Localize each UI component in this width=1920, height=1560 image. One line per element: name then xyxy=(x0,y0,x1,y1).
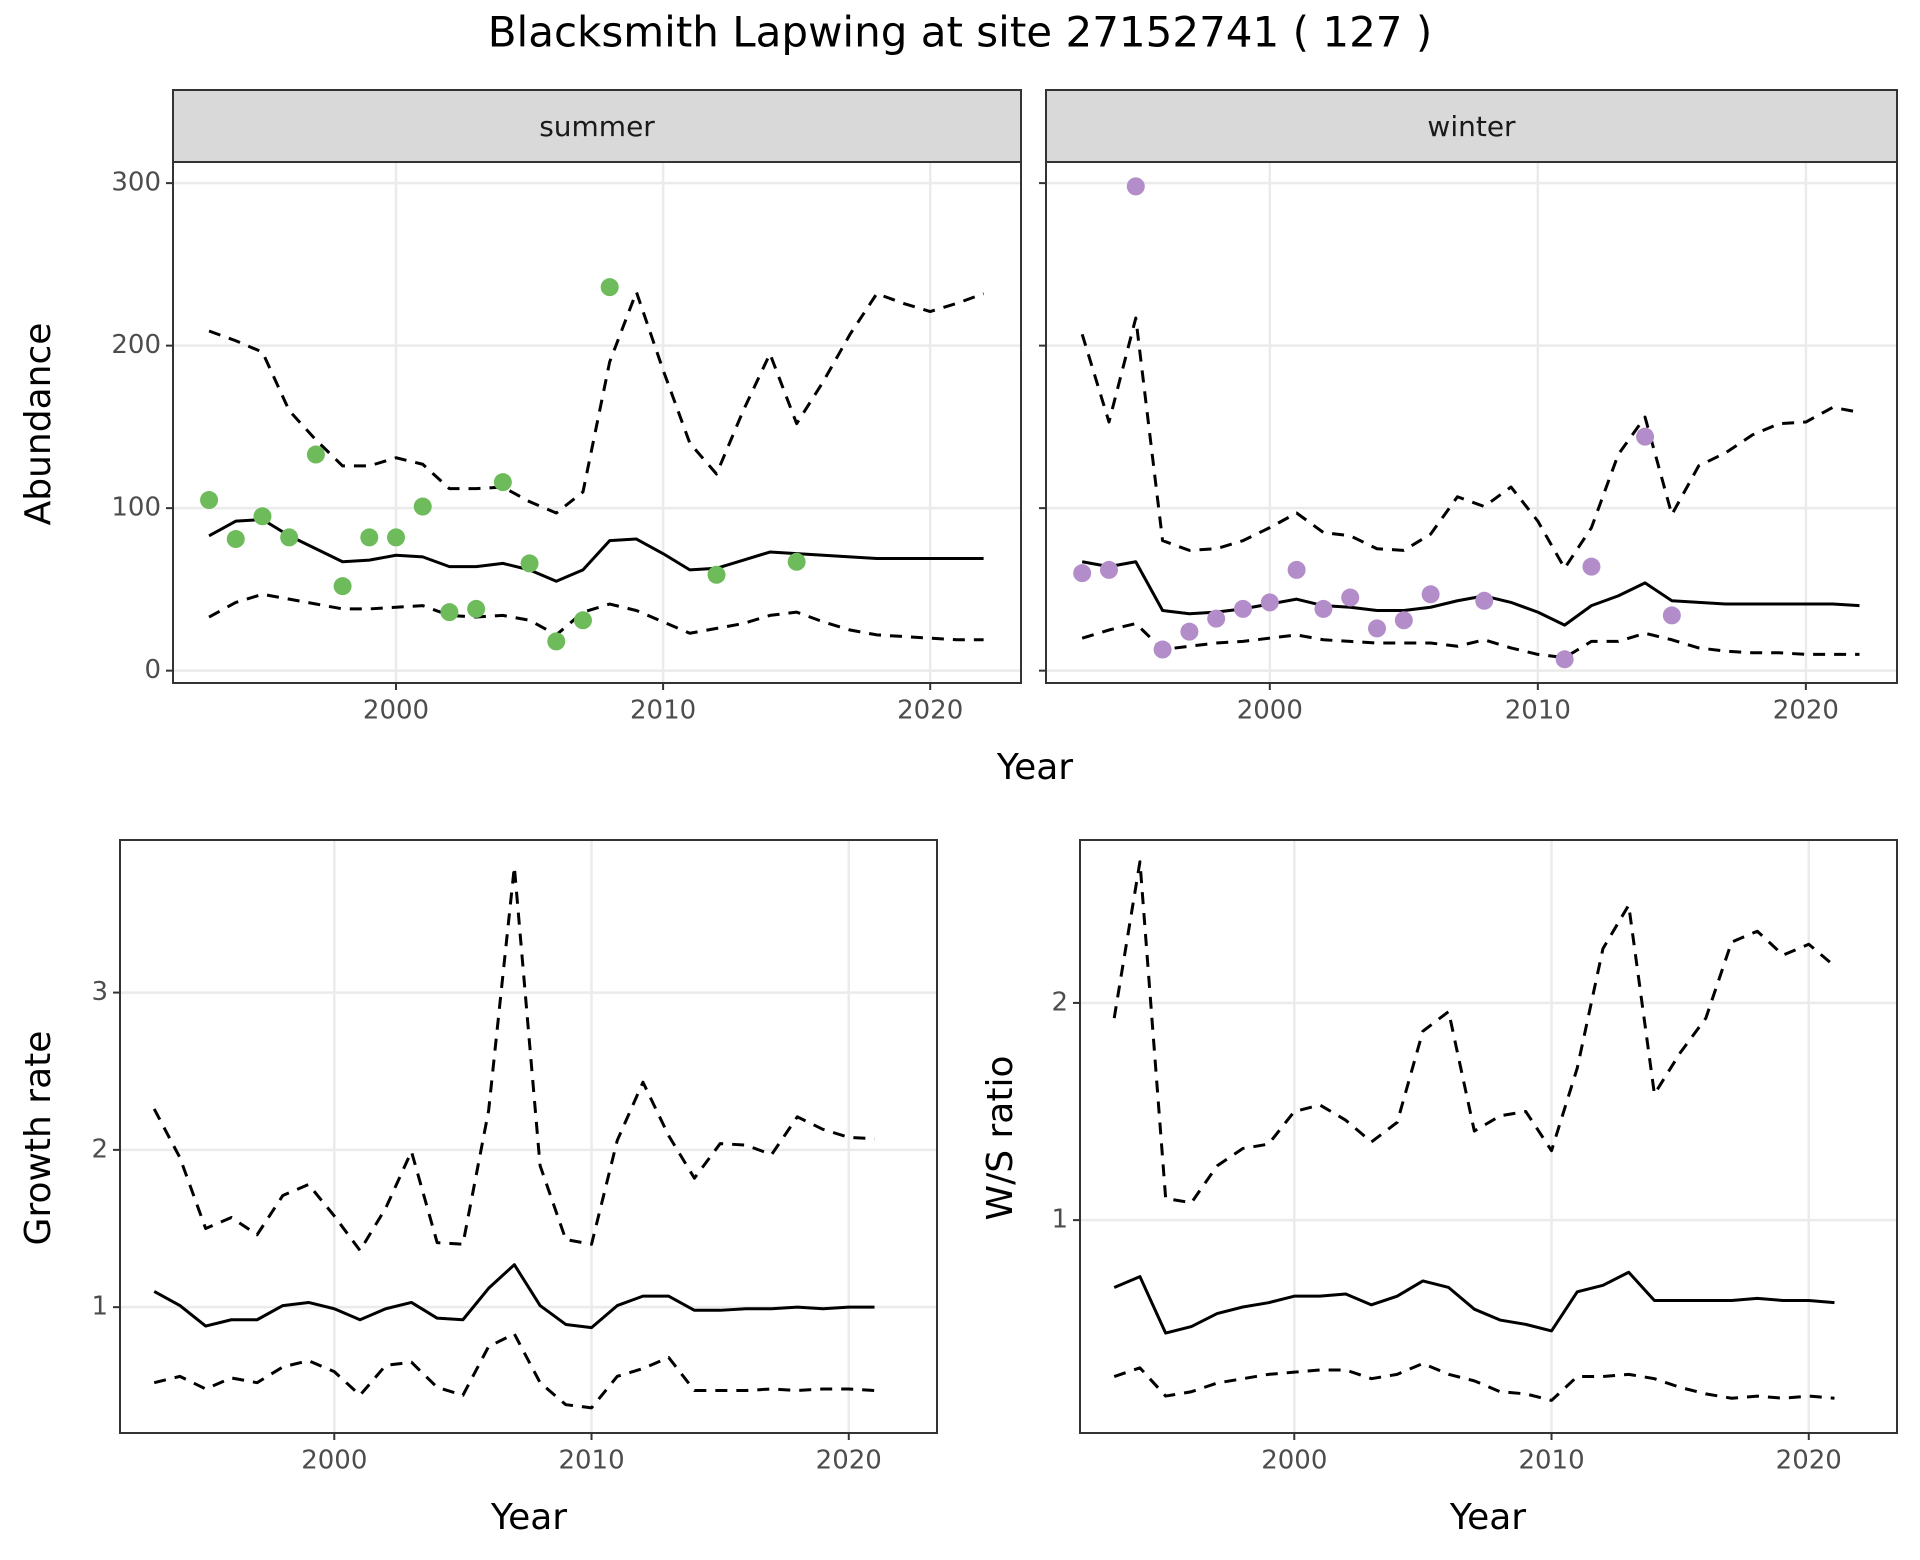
data-point xyxy=(1260,593,1279,612)
data-point xyxy=(547,632,566,651)
data-point xyxy=(1234,599,1253,618)
data-point xyxy=(306,445,325,464)
panel-background xyxy=(120,840,937,1433)
panel-border xyxy=(1079,839,1898,1434)
data-point xyxy=(1153,640,1172,659)
trend-line xyxy=(153,1263,875,1330)
data-point xyxy=(1555,650,1574,669)
interval-line xyxy=(1080,316,1860,570)
strip-label: summer xyxy=(539,110,655,143)
data-point xyxy=(1636,427,1655,446)
x-tick-label: 2010 xyxy=(1505,696,1571,726)
x-tick-label: 2010 xyxy=(630,696,696,726)
strip xyxy=(1045,89,1898,163)
data-point xyxy=(520,554,539,573)
y-tick-label: 100 xyxy=(111,493,161,523)
data-point xyxy=(413,497,432,516)
data-point xyxy=(253,507,272,526)
trend-line xyxy=(208,518,984,583)
data-point xyxy=(467,599,486,618)
data-point xyxy=(573,611,592,630)
data-point xyxy=(1099,560,1118,579)
data-point xyxy=(1475,591,1494,610)
y-tick-label: 200 xyxy=(111,330,161,360)
strip-label: winter xyxy=(1427,110,1516,143)
x-axis-label: Year xyxy=(996,747,1073,788)
data-point xyxy=(200,491,219,510)
y-tick-label: 0 xyxy=(144,655,161,685)
data-point xyxy=(387,528,406,547)
data-point xyxy=(1394,611,1413,630)
data-point xyxy=(493,473,512,492)
data-point xyxy=(1421,585,1440,604)
x-tick-label: 2000 xyxy=(363,696,429,726)
x-tick-label: 2000 xyxy=(301,1446,367,1476)
data-point xyxy=(1287,560,1306,579)
data-point xyxy=(226,530,245,549)
data-point xyxy=(1582,557,1601,576)
data-point xyxy=(440,603,459,622)
data-point xyxy=(1073,564,1092,583)
interval-line xyxy=(1112,860,1836,1205)
panel-border xyxy=(119,839,938,1434)
interval-line xyxy=(1081,622,1860,660)
x-tick-label: 2010 xyxy=(558,1446,624,1476)
data-point xyxy=(280,528,299,547)
x-tick-label: 2020 xyxy=(816,1446,882,1476)
panel-background xyxy=(1046,162,1897,683)
data-point xyxy=(1662,606,1681,625)
data-point xyxy=(1126,177,1145,196)
interval-line xyxy=(153,1332,875,1410)
trend-line xyxy=(1113,1270,1835,1335)
interval-line xyxy=(1113,1361,1835,1402)
x-tick-label: 2020 xyxy=(1773,696,1839,726)
y-tick-label: 1 xyxy=(91,1292,108,1322)
x-tick-label: 2000 xyxy=(1237,696,1303,726)
data-point xyxy=(600,278,619,297)
data-point xyxy=(1341,588,1360,607)
y-tick-label: 1 xyxy=(1051,1205,1068,1235)
y-axis-label: W/S ratio xyxy=(980,1055,1021,1220)
strip xyxy=(172,89,1022,163)
x-tick-label: 2020 xyxy=(897,696,963,726)
interval-line xyxy=(152,865,875,1253)
data-point xyxy=(1314,599,1333,618)
data-point xyxy=(787,552,806,571)
y-tick-label: 3 xyxy=(91,977,108,1007)
interval-line xyxy=(208,592,984,642)
panel-background xyxy=(1080,840,1897,1433)
x-tick-label: 2000 xyxy=(1261,1446,1327,1476)
x-tick-label: 2020 xyxy=(1776,1446,1842,1476)
x-axis-label: Year xyxy=(490,1497,567,1538)
data-point xyxy=(707,565,726,584)
y-axis-label: Growth rate xyxy=(18,1031,59,1246)
y-tick-label: 2 xyxy=(91,1134,108,1164)
x-tick-label: 2010 xyxy=(1518,1446,1584,1476)
y-axis-label: Abundance xyxy=(18,323,59,526)
data-point xyxy=(360,528,379,547)
data-point xyxy=(333,577,352,596)
x-axis-label: Year xyxy=(1449,1497,1526,1538)
data-point xyxy=(1207,609,1226,628)
figure-title: Blacksmith Lapwing at site 27152741 ( 12… xyxy=(488,8,1433,57)
y-tick-label: 2 xyxy=(1051,987,1068,1017)
interval-line xyxy=(208,290,985,515)
data-point xyxy=(1180,622,1199,641)
data-point xyxy=(1368,619,1387,638)
y-tick-label: 300 xyxy=(111,168,161,198)
